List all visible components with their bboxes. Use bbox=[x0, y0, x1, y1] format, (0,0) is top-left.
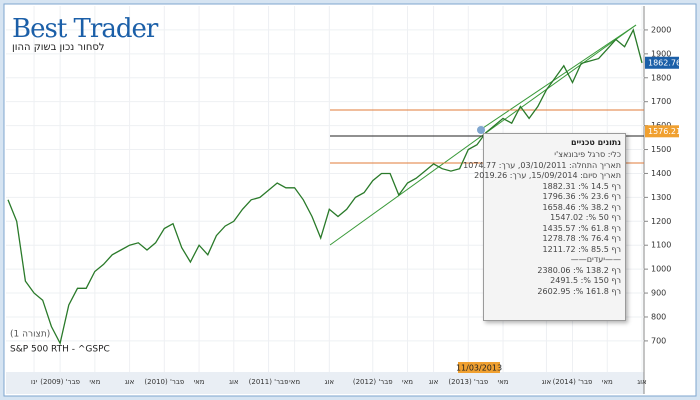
x-tick-label: מאי bbox=[498, 378, 509, 386]
info-title: נתונים טכניים bbox=[570, 138, 621, 147]
layout-label: (תצורה 1) bbox=[10, 330, 50, 340]
info-line: רף 85.5 %: 1211.72 bbox=[542, 244, 621, 254]
x-tick-label: פבר' (2013) bbox=[448, 378, 488, 386]
x-tick-label: פבר' (2012) bbox=[353, 378, 393, 386]
y-tick-label: 1300 bbox=[651, 193, 671, 202]
x-tick-label: אוג bbox=[429, 378, 439, 386]
price-tag-label: 1576.21 bbox=[648, 127, 681, 136]
logo-text: Best Trader bbox=[12, 14, 158, 44]
info-line: רף 38.2 %: 1658.46 bbox=[542, 202, 621, 212]
x-tick-label: ינו bbox=[31, 378, 38, 386]
info-line: תאריך סיום: 15/09/2014, ערך: 2019.26 bbox=[474, 171, 621, 180]
y-tick-label: 1800 bbox=[651, 73, 671, 82]
x-tick-label: אוג bbox=[637, 378, 647, 386]
x-tick-label: אוג bbox=[229, 378, 239, 386]
y-tick-label: 1100 bbox=[651, 241, 671, 250]
trend-line bbox=[479, 24, 637, 131]
y-tick-label: 900 bbox=[651, 289, 666, 298]
y-tick-label: 800 bbox=[651, 312, 666, 321]
logo-subtitle: לסחור נכון בשוק ההון bbox=[12, 42, 105, 53]
y-tick-label: 1500 bbox=[651, 145, 671, 154]
y-tick-label: 700 bbox=[651, 336, 666, 345]
y-tick-label: 1000 bbox=[651, 265, 671, 274]
x-tick-label: מאי bbox=[289, 378, 300, 386]
x-tick-label: אוג bbox=[125, 378, 135, 386]
y-tick-label: 1200 bbox=[651, 217, 671, 226]
info-line: רף 61.8 %: 1435.57 bbox=[542, 223, 621, 233]
info-box: נתונים טכניים כלי: סרגל פיבונאצ'י תאריך ה… bbox=[463, 133, 626, 321]
x-axis-band bbox=[6, 372, 644, 394]
price-tag bbox=[645, 125, 679, 138]
logo: Best Trader לסחור נכון בשוק ההון bbox=[12, 14, 162, 53]
x-tick-label: מאי bbox=[402, 378, 413, 386]
price-tag bbox=[645, 56, 679, 69]
x-tick-label: אוג bbox=[325, 378, 335, 386]
info-line: רף 138.2 %: 2380.06 bbox=[537, 265, 621, 275]
info-line: ——יעדים—— bbox=[570, 255, 621, 264]
info-line: רף 161.8 %: 2602.95 bbox=[537, 286, 621, 296]
info-line: רף 23.6 %: 1796.36 bbox=[542, 192, 621, 201]
y-tick-label: 1700 bbox=[651, 97, 671, 106]
symbol: S&P 500 RTH - ^GSPC bbox=[10, 345, 110, 355]
info-line: תאריך התחלה: 03/10/2011, ערך: 1074.77 bbox=[463, 160, 621, 170]
x-tick-label: מאי bbox=[89, 378, 100, 386]
info-line: רף 150 %: 2491.5 bbox=[550, 276, 621, 285]
y-tick-label: 2000 bbox=[651, 25, 671, 34]
x-tick-label: מאי bbox=[194, 378, 205, 386]
y-tick-label: 1400 bbox=[651, 169, 671, 178]
price-line bbox=[7, 28, 643, 346]
x-tick-label: אוג bbox=[542, 378, 552, 386]
anchor-point bbox=[477, 126, 485, 134]
info-line: רף 50 %: 1547.02 bbox=[550, 213, 621, 222]
y-tick-label: 1900 bbox=[651, 49, 671, 58]
x-tick-label: פבר' (2010) bbox=[144, 378, 184, 386]
x-tick-label: פבר' (2014) bbox=[553, 378, 593, 386]
date-tag bbox=[458, 362, 500, 373]
info-line: רף 14.5 %: 1882.31 bbox=[542, 181, 621, 191]
info-line: כלי: סרגל פיבונאצ'י bbox=[554, 150, 621, 159]
x-tick-label: פבר' (2011) bbox=[249, 378, 289, 386]
x-tick-label: מאי bbox=[602, 378, 613, 386]
date-tag-label: 11/03/2013 bbox=[456, 364, 502, 373]
info-line: רף 76.4 %: 1278.78 bbox=[542, 234, 621, 243]
price-tag-label: 1862.76 bbox=[648, 58, 681, 67]
x-tick-label: פבר' (2009) bbox=[40, 378, 80, 386]
